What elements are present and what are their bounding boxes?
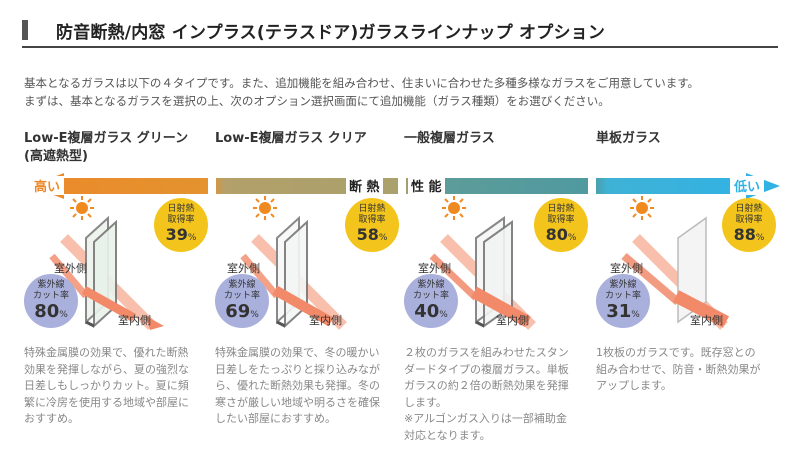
indoor-label-4: 室内側 xyxy=(690,314,723,327)
window-glass-icon xyxy=(429,216,536,330)
solar-label-4b: 取得率 xyxy=(735,215,763,225)
glass-title-3: 一般複層ガラス xyxy=(404,130,495,148)
glass-title-1-line2: (高遮熱型) xyxy=(24,149,88,164)
intro-line-2: まずは、基本となるガラスを選択の上、次のオプション選択画面にて追加機能（ガラス種… xyxy=(24,94,610,108)
desc-4-line: 1枚板のガラスです。既存窓との xyxy=(596,346,756,359)
uv-label-1a: 紫外線 xyxy=(37,280,65,290)
desc-3-line: ダードタイプの複層ガラス。単板 xyxy=(404,362,569,376)
indoor-label-2: 室内側 xyxy=(309,314,342,327)
title-marker xyxy=(22,20,28,40)
solar-gain-badge-3: 日射熱 取得率 80% xyxy=(534,198,588,252)
glass-description-2: 特殊金属膜の効果で、冬の暖かい 日差しをたっぷりと採り込みなが ら、優れた断熱効… xyxy=(215,345,380,428)
glass-title-4: 単板ガラス xyxy=(596,130,661,148)
scale-insulation-label: 断 熱 xyxy=(346,176,383,195)
uv-value-1: 80 xyxy=(34,301,60,322)
uv-cut-badge-2: 紫外線 カット率 69% xyxy=(215,274,269,328)
glass-description-1: 特殊金属膜の効果で、優れた断熱 効果を発揮しながら、夏の強烈な 日差しもしっかり… xyxy=(24,345,189,428)
solar-value-4: 88 xyxy=(733,225,756,244)
scale-high-label: 高い xyxy=(30,176,65,195)
desc-3-line: します。 xyxy=(404,395,447,409)
glass-description-3: ２枚のガラスを組みわせたスタン ダードタイプの複層ガラス。単板 ガラスの約２倍の… xyxy=(404,345,569,444)
solar-label-2a: 日射熱 xyxy=(358,204,386,214)
desc-2-line: 日差しをたっぷりと採り込みなが xyxy=(215,362,380,376)
desc-1-line: おすすめ。 xyxy=(24,412,79,425)
window-glass-icon xyxy=(49,215,164,330)
solar-label-2b: 取得率 xyxy=(358,215,386,225)
solar-gain-badge-1: 日射熱 取得率 39% xyxy=(154,198,208,252)
solar-gain-badge-4: 日射熱 取得率 88% xyxy=(722,198,776,252)
page-title: 防音断熱/内窓 インプラス(テラスドア)ガラスラインナップ オプション xyxy=(56,23,606,43)
scale-performance-label: 性 能 xyxy=(408,176,445,195)
solar-label-1a: 日射熱 xyxy=(167,204,195,214)
uv-label-2b: カット率 xyxy=(223,291,260,301)
uv-cut-badge-1: 紫外線 カット率 80% xyxy=(24,274,78,328)
window-glass-icon xyxy=(240,215,347,330)
desc-3-line: ガラスの約２倍の断熱効果を発揮 xyxy=(404,379,569,392)
desc-4-line: アップします。 xyxy=(596,379,672,392)
desc-1-line: 効果を発揮しながら、夏の強烈な xyxy=(24,362,189,376)
page-header: 防音断熱/内窓 インプラス(テラスドア)ガラスラインナップ オプション xyxy=(22,14,778,48)
desc-4-line: 組み合わせで、防音・断熱効果が xyxy=(596,362,761,376)
uv-label-4b: カット率 xyxy=(604,291,641,301)
glass-title-4-line1: 単板ガラス xyxy=(596,131,661,146)
desc-3-line: ※アルゴンガス入りは一部補助金 xyxy=(404,412,567,425)
glass-panel-1: 日射熱 取得率 39% 室外側 紫外線 カット率 80% 室内側 xyxy=(24,196,208,330)
uv-value-4: 31 xyxy=(606,301,632,322)
uv-label-3a: 紫外線 xyxy=(417,280,445,290)
glass-panel-3: 日射熱 取得率 80% 室外側 紫外線 カット率 40% 室内側 xyxy=(404,196,588,330)
desc-3-line: ２枚のガラスを組みわせたスタン xyxy=(404,346,569,359)
desc-2-line: ら、優れた断熱効果も発揮。冬の xyxy=(215,379,380,392)
uv-cut-badge-3: 紫外線 カット率 40% xyxy=(404,274,458,328)
outdoor-label-2: 室外側 xyxy=(227,262,260,275)
outdoor-label-4: 室外側 xyxy=(610,262,643,275)
outdoor-label-1: 室外側 xyxy=(54,262,87,275)
performance-scale-arrow: 高い 断 熱 性 能 低い xyxy=(30,173,780,199)
solar-label-3a: 日射熱 xyxy=(547,204,575,214)
glass-title-2-line1: Low-E複層ガラス クリア xyxy=(215,131,367,146)
solar-label-3b: 取得率 xyxy=(547,215,575,225)
uv-label-2a: 紫外線 xyxy=(228,280,256,290)
desc-3-line: 対応となります。 xyxy=(404,428,491,442)
glass-panel-2: 日射熱 取得率 58% 室外側 紫外線 カット率 69% 室内側 xyxy=(215,196,399,330)
desc-2-line: 特殊金属膜の効果で、冬の暖かい xyxy=(215,346,380,359)
uv-value-3: 40 xyxy=(414,301,440,322)
solar-value-3: 80 xyxy=(545,225,568,244)
solar-label-4a: 日射熱 xyxy=(735,204,763,214)
uv-label-3b: カット率 xyxy=(412,291,449,301)
desc-1-line: 繁に冷房を使用する地域や部屋に xyxy=(24,395,189,409)
glass-title-3-line1: 一般複層ガラス xyxy=(404,131,495,146)
scale-arrow-graphic xyxy=(30,173,780,199)
desc-2-line: したい部屋におすすめ。 xyxy=(215,412,336,425)
desc-1-line: 日差しもしっかりカット。夏に頻 xyxy=(24,379,189,392)
outdoor-label-3: 室外側 xyxy=(418,262,451,275)
uv-label-4a: 紫外線 xyxy=(609,280,637,290)
glass-title-1-line1: Low-E複層ガラス グリーン xyxy=(24,131,189,146)
glass-title-1: Low-E複層ガラス グリーン (高遮熱型) xyxy=(24,130,188,166)
solar-label-1b: 取得率 xyxy=(167,215,195,225)
solar-value-2: 58 xyxy=(356,225,379,244)
glass-panel-4: 日射熱 取得率 88% 室外側 紫外線 カット率 31% 室内側 xyxy=(596,196,776,330)
scale-low-label: 低い xyxy=(730,176,765,195)
uv-label-1b: カット率 xyxy=(32,291,69,301)
indoor-label-3: 室内側 xyxy=(496,314,529,327)
solar-gain-badge-2: 日射熱 取得率 58% xyxy=(345,198,399,252)
glass-description-4: 1枚板のガラスです。既存窓との 組み合わせで、防音・断熱効果が アップします。 xyxy=(596,345,761,395)
indoor-label-1: 室内側 xyxy=(118,314,151,327)
desc-2-line: 寒さが厳しい地域や明るさを確保 xyxy=(215,395,380,409)
intro-line-1: 基本となるガラスは以下の４タイプです。また、追加機能を組み合わせ、住まいに合わせ… xyxy=(24,76,700,90)
uv-value-2: 69 xyxy=(225,301,251,322)
solar-value-1: 39 xyxy=(165,225,188,244)
window-glass-icon xyxy=(621,216,729,330)
glass-title-2: Low-E複層ガラス クリア xyxy=(215,130,367,148)
intro-text: 基本となるガラスは以下の４タイプです。また、追加機能を組み合わせ、住まいに合わせ… xyxy=(24,74,784,110)
uv-cut-badge-4: 紫外線 カット率 31% xyxy=(596,274,650,328)
desc-1-line: 特殊金属膜の効果で、優れた断熱 xyxy=(24,346,189,359)
